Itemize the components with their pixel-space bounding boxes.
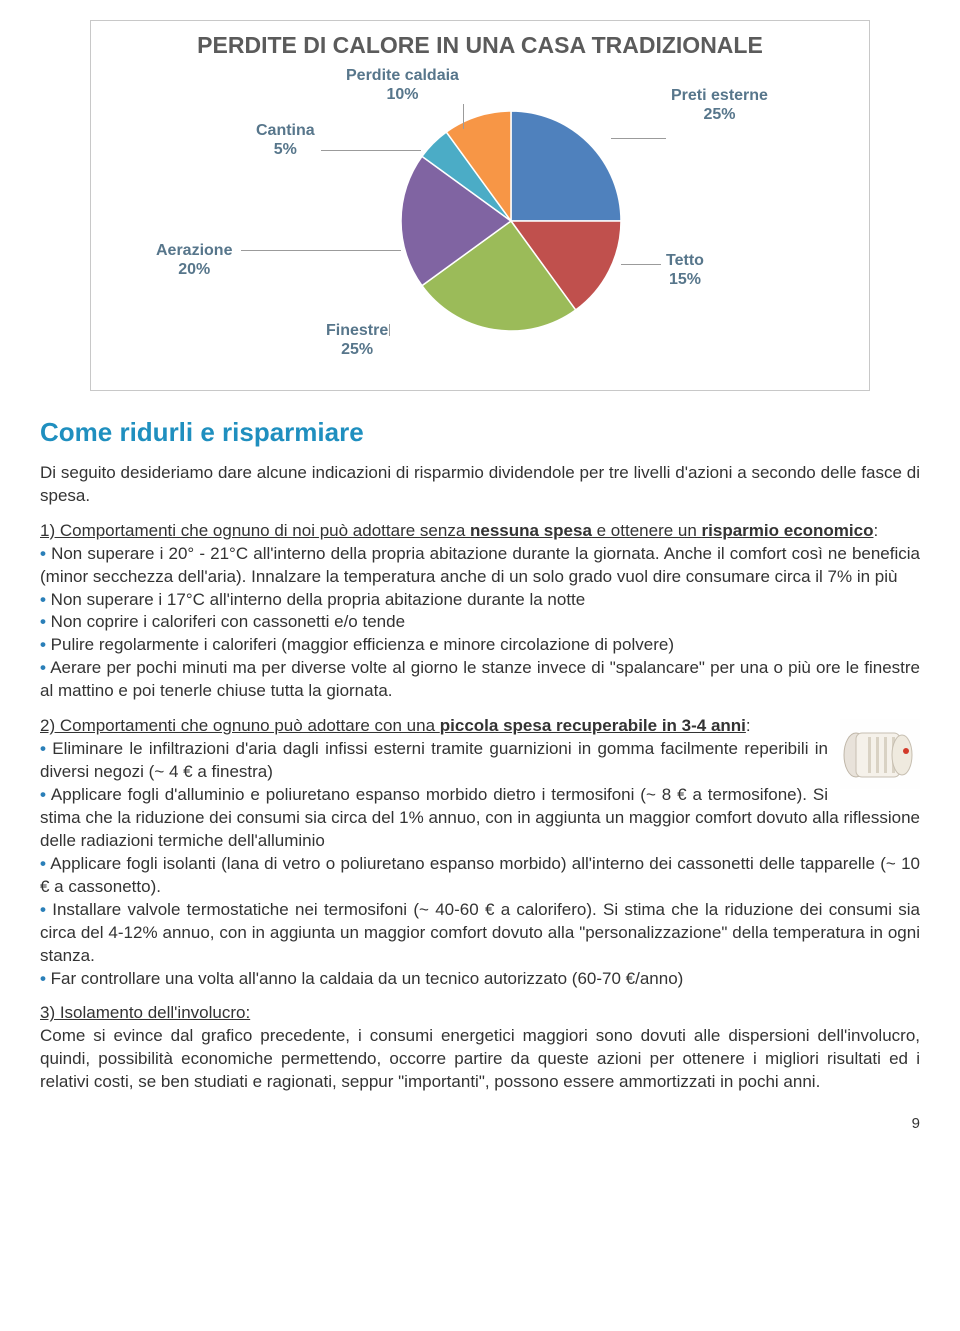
chart-label-aerazione: Aerazione 20% (156, 241, 232, 279)
chart-title: PERDITE DI CALORE IN UNA CASA TRADIZIONA… (111, 31, 849, 60)
g1-bullet-3: • Non coprire i caloriferi con cassonett… (40, 612, 405, 631)
bullet-text: Eliminare le infiltrazioni d'aria dagli … (40, 739, 828, 781)
g1-bullet-2: • Non superare i 17°C all'interno della … (40, 590, 585, 609)
leader-line (621, 264, 661, 265)
g2-intro-bold: piccola spesa recuperabile in 3-4 anni (440, 716, 746, 735)
label-text: Tetto (666, 252, 704, 269)
g1-intro-a: 1) Comportamenti che ognuno di noi può a… (40, 521, 470, 540)
group3-block: 3) Isolamento dell'involucro: Come si ev… (40, 1002, 920, 1094)
chart-label-tetto: Tetto 15% (666, 251, 704, 289)
g1-bullet-5: • Aerare per pochi minuti ma per diverse… (40, 658, 920, 700)
bullet-text: Far controllare una volta all'anno la ca… (46, 969, 683, 988)
label-pct: 25% (703, 106, 735, 123)
label-pct: 15% (669, 271, 701, 288)
g1-intro-b: e ottenere un (592, 521, 702, 540)
bullet-text: Non superare i 20° - 21°C all'interno de… (40, 544, 920, 586)
label-pct: 25% (341, 341, 373, 358)
g2-bullet-1: • Eliminare le infiltrazioni d'aria dagl… (40, 739, 828, 781)
group1-block: 1) Comportamenti che ognuno di noi può a… (40, 520, 920, 704)
heat-loss-chart-box: PERDITE DI CALORE IN UNA CASA TRADIZIONA… (90, 20, 870, 391)
g1-intro-c: : (873, 521, 878, 540)
g2-bullet-5: • Far controllare una volta all'anno la … (40, 969, 683, 988)
section-heading: Come ridurli e risparmiare (40, 415, 920, 450)
label-text: Aerazione (156, 242, 232, 259)
chart-label-finestre: Finestre 25% (326, 321, 388, 359)
bullet-text: Pulire regolarmente i caloriferi (maggio… (46, 635, 674, 654)
g2-bullet-4: • Installare valvole termostatiche nei t… (40, 900, 920, 965)
intro-paragraph: Di seguito desideriamo dare alcune indic… (40, 462, 920, 508)
bullet-text: Aerare per pochi minuti ma per diverse v… (40, 658, 920, 700)
group1-intro: 1) Comportamenti che ognuno di noi può a… (40, 521, 873, 540)
label-pct: 20% (178, 261, 210, 278)
chart-label-preti-esterne: Preti esterne 25% (671, 86, 768, 124)
g2-bullet-2: • Applicare fogli d'alluminio e poliuret… (40, 785, 920, 850)
label-text: Cantina (256, 122, 315, 139)
chart-label-cantina: Cantina 5% (256, 121, 315, 159)
bullet-text: Non coprire i caloriferi con cassonetti … (46, 612, 405, 631)
group2-block: 2) Comportamenti che ognuno può adottare… (40, 715, 920, 990)
label-pct: 10% (386, 86, 418, 103)
g2-intro-b: : (746, 716, 751, 735)
bullet-text: Applicare fogli isolanti (lana di vetro … (40, 854, 920, 896)
g2-intro-a: 2) Comportamenti che ognuno può adottare… (40, 716, 440, 735)
group3-body: Come si evince dal grafico precedente, i… (40, 1026, 920, 1091)
label-text: Finestre (326, 322, 388, 339)
chart-area: Preti esterne 25% Tetto 15% Finestre 25%… (111, 66, 849, 366)
bullet-text: Installare valvole termostatiche nei ter… (40, 900, 920, 965)
g1-intro-bold: nessuna spesa (470, 521, 592, 540)
leader-line (389, 324, 390, 336)
leader-line (241, 250, 401, 251)
leader-line (611, 138, 666, 139)
label-pct: 5% (274, 141, 297, 158)
bullet-text: Applicare fogli d'alluminio e poliuretan… (40, 785, 920, 850)
g2-bullet-3: • Applicare fogli isolanti (lana di vetr… (40, 854, 920, 896)
page-number: 9 (40, 1114, 920, 1134)
leader-line (321, 150, 421, 151)
label-text: Preti esterne (671, 87, 768, 104)
thermostatic-valve-icon (840, 719, 920, 789)
leader-line (463, 104, 464, 129)
bullet-text: Non superare i 17°C all'interno della pr… (46, 590, 585, 609)
g1-bullet-4: • Pulire regolarmente i caloriferi (magg… (40, 635, 674, 654)
g1-bullet-1: • Non superare i 20° - 21°C all'interno … (40, 544, 920, 586)
label-text: Perdite caldaia (346, 67, 459, 84)
g1-intro-bold2: risparmio economico (702, 521, 874, 540)
group2-intro: 2) Comportamenti che ognuno può adottare… (40, 716, 746, 735)
group3-intro: 3) Isolamento dell'involucro: (40, 1003, 250, 1022)
chart-label-perdite-caldaia: Perdite caldaia 10% (346, 66, 459, 104)
